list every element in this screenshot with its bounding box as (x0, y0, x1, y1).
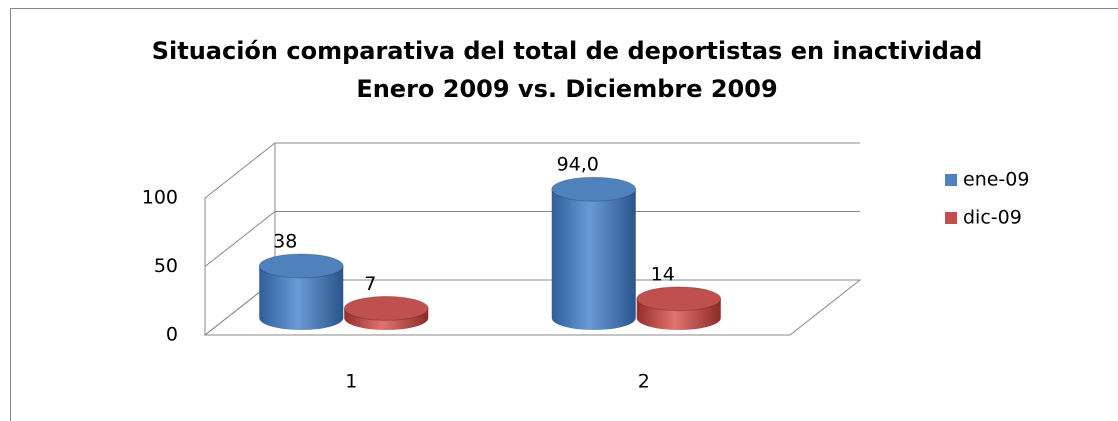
legend-swatch (945, 174, 957, 186)
data-label: 38 (273, 230, 297, 252)
bar-top (258, 253, 344, 279)
data-label: 94,0 (557, 154, 599, 176)
bar (259, 265, 344, 330)
chart-subtitle: Enero 2009 vs. Diciembre 2009 (356, 75, 777, 103)
bar-top (551, 176, 637, 202)
bar-top (636, 286, 722, 312)
x-tick-label: 1 (345, 371, 357, 393)
legend-label: ene-09 (963, 169, 1029, 191)
chart-title: Situación comparativa del total de depor… (152, 37, 983, 65)
y-tick-label: 0 (166, 324, 178, 346)
data-label: 7 (364, 273, 376, 295)
bar-top (343, 295, 429, 321)
grid-line (204, 211, 860, 267)
legend-swatch (945, 212, 957, 224)
bar (551, 189, 636, 330)
data-label: 14 (651, 263, 675, 285)
chart-border (10, 8, 1118, 421)
legend-label: dic-09 (963, 207, 1022, 229)
y-tick-label: 100 (142, 187, 178, 209)
grid-line (204, 142, 860, 199)
x-tick-label: 2 (638, 371, 650, 393)
y-tick-label: 50 (154, 255, 178, 277)
